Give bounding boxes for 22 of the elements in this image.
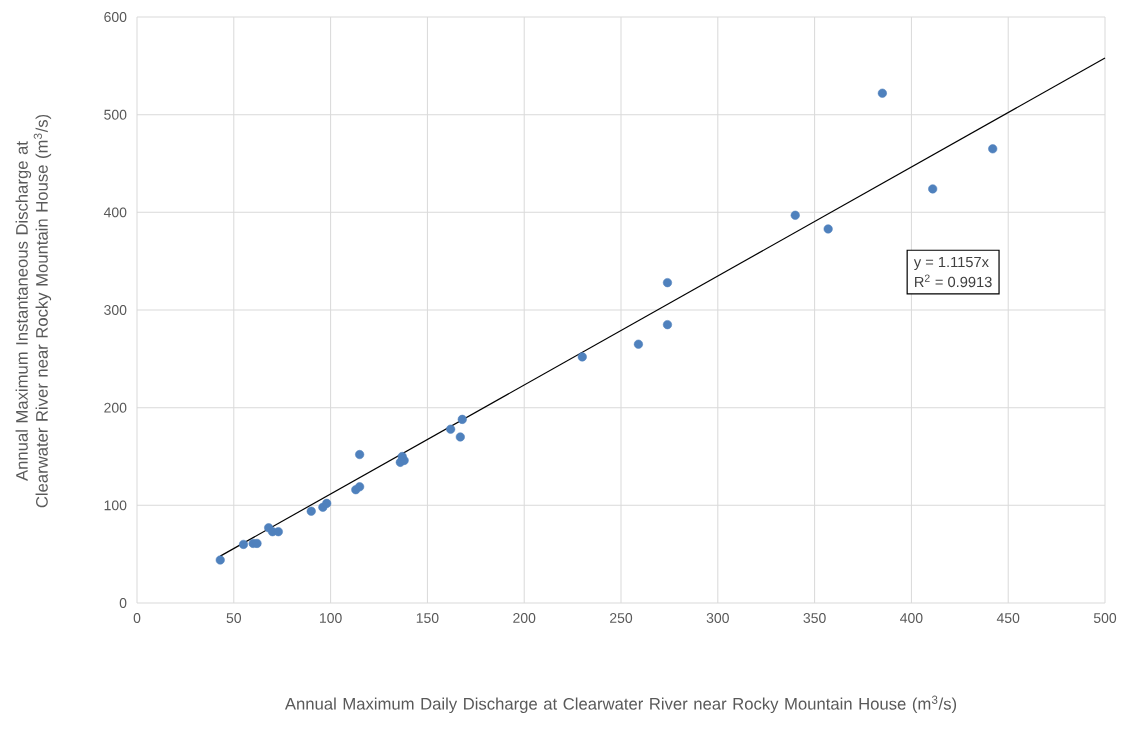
x-tick-label: 200 xyxy=(513,613,536,623)
y-tick-label: 0 xyxy=(119,598,127,608)
y-tick-label: 500 xyxy=(104,109,127,120)
y-axis-title: Annual Maximum Instantaneous Discharge at Clearwater River near Rocky Mountain House (m$^{3}$/s) xyxy=(15,114,52,508)
y-tick-label: 300 xyxy=(104,305,127,315)
annotation: y = 1.1157x xyxy=(913,256,989,271)
x-tick-label: 50 xyxy=(226,613,242,623)
x-axis-title: Annual Maximum Daily Discharge at Clearwater River near Rocky Mountain House (m$^{3}$/s) xyxy=(284,695,957,714)
y-tick-label: 100 xyxy=(104,500,127,511)
y-tick-label: 600 xyxy=(104,12,127,22)
annotation: R$^{2}$ = 0.9913 xyxy=(915,274,992,288)
x-tick-label: 250 xyxy=(610,613,633,623)
x-tick-label: 0 xyxy=(133,613,141,623)
x-tick-label: 400 xyxy=(900,613,923,623)
x-tick-label: 450 xyxy=(996,613,1020,623)
x-tick-label: 500 xyxy=(1093,613,1117,623)
y-tick-label: 200 xyxy=(104,402,127,413)
y-tick-label: 400 xyxy=(103,207,127,218)
x-tick-label: 150 xyxy=(416,613,439,623)
x-tick-label: 350 xyxy=(803,613,826,623)
x-tick-label: 300 xyxy=(706,613,729,623)
x-tick-label: 100 xyxy=(319,613,342,623)
